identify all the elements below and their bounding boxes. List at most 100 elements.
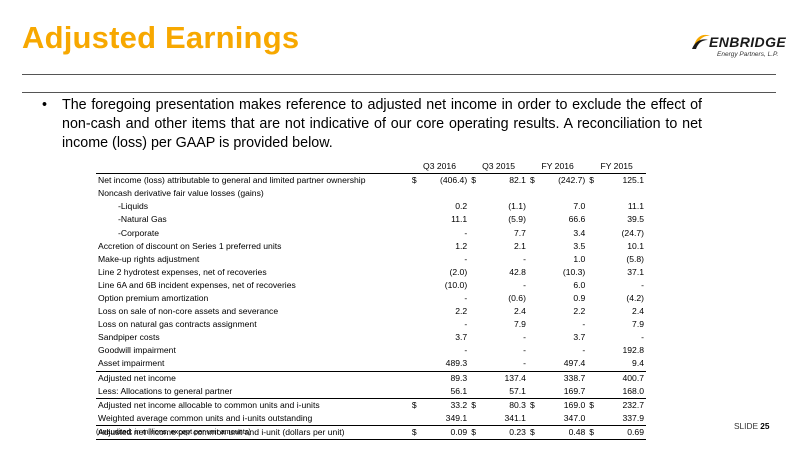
logo-subtitle: Energy Partners, L.P.: [717, 51, 779, 58]
currency-symbol: [528, 385, 541, 399]
value-cell: -: [464, 253, 468, 264]
value-cell: 11.1: [627, 201, 644, 212]
currency-symbol: [469, 187, 482, 200]
currency-symbol: [587, 240, 600, 253]
row-label: Goodwill impairment: [98, 345, 176, 356]
value-cell: -: [582, 319, 586, 330]
table-row: Loss on sale of non-core assets and seve…: [96, 305, 646, 318]
currency-symbol: [410, 266, 423, 279]
value-cell: -: [523, 358, 526, 369]
currency-symbol: [587, 318, 600, 331]
table-header-row: Q3 2016 Q3 2015 FY 2016 FY 2015: [96, 160, 646, 175]
value-cell: 42.8: [509, 266, 526, 277]
row-label: Loss on natural gas contracts assignment: [98, 319, 257, 330]
value-cell: 2.2: [573, 306, 586, 317]
row-label: Sandpiper costs: [98, 332, 160, 343]
value-cell: 497.4: [563, 358, 586, 369]
row-label: Accretion of discount on Series 1 prefer…: [98, 240, 282, 251]
column-header: Q3 2016: [409, 160, 470, 175]
currency-symbol: [410, 279, 423, 292]
value-cell: 80.3: [482, 397, 528, 412]
value-cell: 2.4: [514, 306, 526, 317]
row-label: Adjusted net income per common unit and …: [96, 424, 410, 440]
currency-symbol: [410, 213, 423, 226]
currency-symbol: [528, 279, 541, 292]
header-rule-bottom: [22, 92, 776, 93]
value-cell: 7.0: [573, 201, 586, 212]
enbridge-logo: ENBRIDGE Energy Partners, L.P.: [690, 30, 786, 64]
header-rule-top: [22, 74, 776, 75]
value-cell: 192.8: [622, 345, 644, 356]
table-row: Less: Allocations to general partner 56.1…: [96, 385, 646, 399]
table-row: -Corporate - 7.7 3.4 (24.7): [96, 226, 646, 239]
value-cell: [482, 187, 528, 200]
value-cell: 137.4: [482, 370, 528, 385]
currency-symbol: $: [411, 175, 417, 186]
currency-symbol: [469, 344, 482, 357]
page-title: Adjusted Earnings: [22, 20, 300, 55]
value-cell: 232.7: [600, 397, 646, 412]
currency-symbol: [528, 357, 541, 371]
value-cell: 0.2: [455, 201, 468, 212]
value-cell: 2.1: [514, 240, 526, 251]
value-cell: (5.9): [508, 214, 526, 225]
currency-symbol: [587, 253, 600, 266]
value-cell: 56.1: [450, 385, 468, 396]
value-cell: 0.9: [573, 292, 586, 303]
currency-symbol: [528, 292, 541, 305]
value-cell: 2.2: [455, 306, 468, 317]
value-cell: 338.7: [540, 370, 588, 385]
table-row: Noncash derivative fair value losses (ga…: [96, 187, 646, 200]
currency-symbol: $: [587, 397, 601, 412]
currency-symbol: [410, 226, 423, 239]
value-cell: 1.0: [573, 253, 586, 264]
value-cell: 168.0: [622, 385, 644, 396]
value-cell: 0.09: [422, 424, 470, 440]
currency-symbol: [527, 370, 541, 385]
value-cell: 3.4: [573, 227, 586, 238]
row-label: Asset impairment: [98, 358, 165, 369]
currency-symbol: [410, 240, 423, 253]
column-header: Q3 2015: [469, 160, 528, 175]
currency-symbol: [469, 385, 482, 399]
value-cell: (5.8): [626, 253, 644, 264]
currency-symbol: $: [471, 175, 476, 186]
value-cell: -: [582, 345, 586, 356]
column-header: FY 2015: [587, 160, 646, 175]
row-label: Net income (loss) attributable to genera…: [98, 175, 366, 186]
table-row: Adjusted net income 89.3 137.4 338.7 400.7: [96, 370, 646, 385]
value-cell: 10.1: [627, 240, 644, 251]
currency-symbol: [469, 357, 482, 371]
table-row: Line 6A and 6B incident expenses, net of…: [96, 279, 646, 292]
currency-symbol: [528, 200, 541, 213]
value-cell: 3.5: [573, 240, 586, 251]
currency-symbol: [587, 213, 600, 226]
enbridge-logo-icon: [692, 34, 710, 49]
value-cell: -: [641, 332, 644, 343]
currency-symbol: [528, 253, 541, 266]
value-cell: (406.4): [439, 175, 468, 186]
currency-symbol: [469, 318, 482, 331]
value-cell: 6.0: [573, 279, 586, 290]
currency-symbol: [469, 279, 482, 292]
value-cell: 3.7: [573, 332, 586, 343]
value-cell: 1.2: [455, 240, 468, 251]
table-row: Sandpiper costs 3.7 - 3.7 -: [96, 331, 646, 344]
value-cell: -: [464, 292, 468, 303]
value-cell: 337.9: [622, 412, 644, 423]
currency-symbol: [410, 187, 423, 200]
value-cell: [541, 187, 587, 200]
currency-symbol: $: [409, 397, 423, 412]
value-cell: -: [523, 332, 526, 343]
footnote: (unaudited; in millions, except per unit…: [96, 427, 251, 436]
value-cell: (10.0): [444, 279, 468, 290]
currency-symbol: [410, 292, 423, 305]
currency-symbol: [587, 412, 600, 426]
value-cell: -: [464, 319, 468, 330]
table-row: Adjusted net income allocable to common …: [96, 397, 646, 412]
value-cell: (242.7): [558, 175, 586, 186]
row-label: Loss on sale of non-core assets and seve…: [98, 306, 279, 317]
row-label: -Liquids: [118, 201, 149, 212]
table-row: -Natural Gas 11.1 (5.9) 66.6 39.5: [96, 213, 646, 226]
currency-symbol: [528, 344, 541, 357]
